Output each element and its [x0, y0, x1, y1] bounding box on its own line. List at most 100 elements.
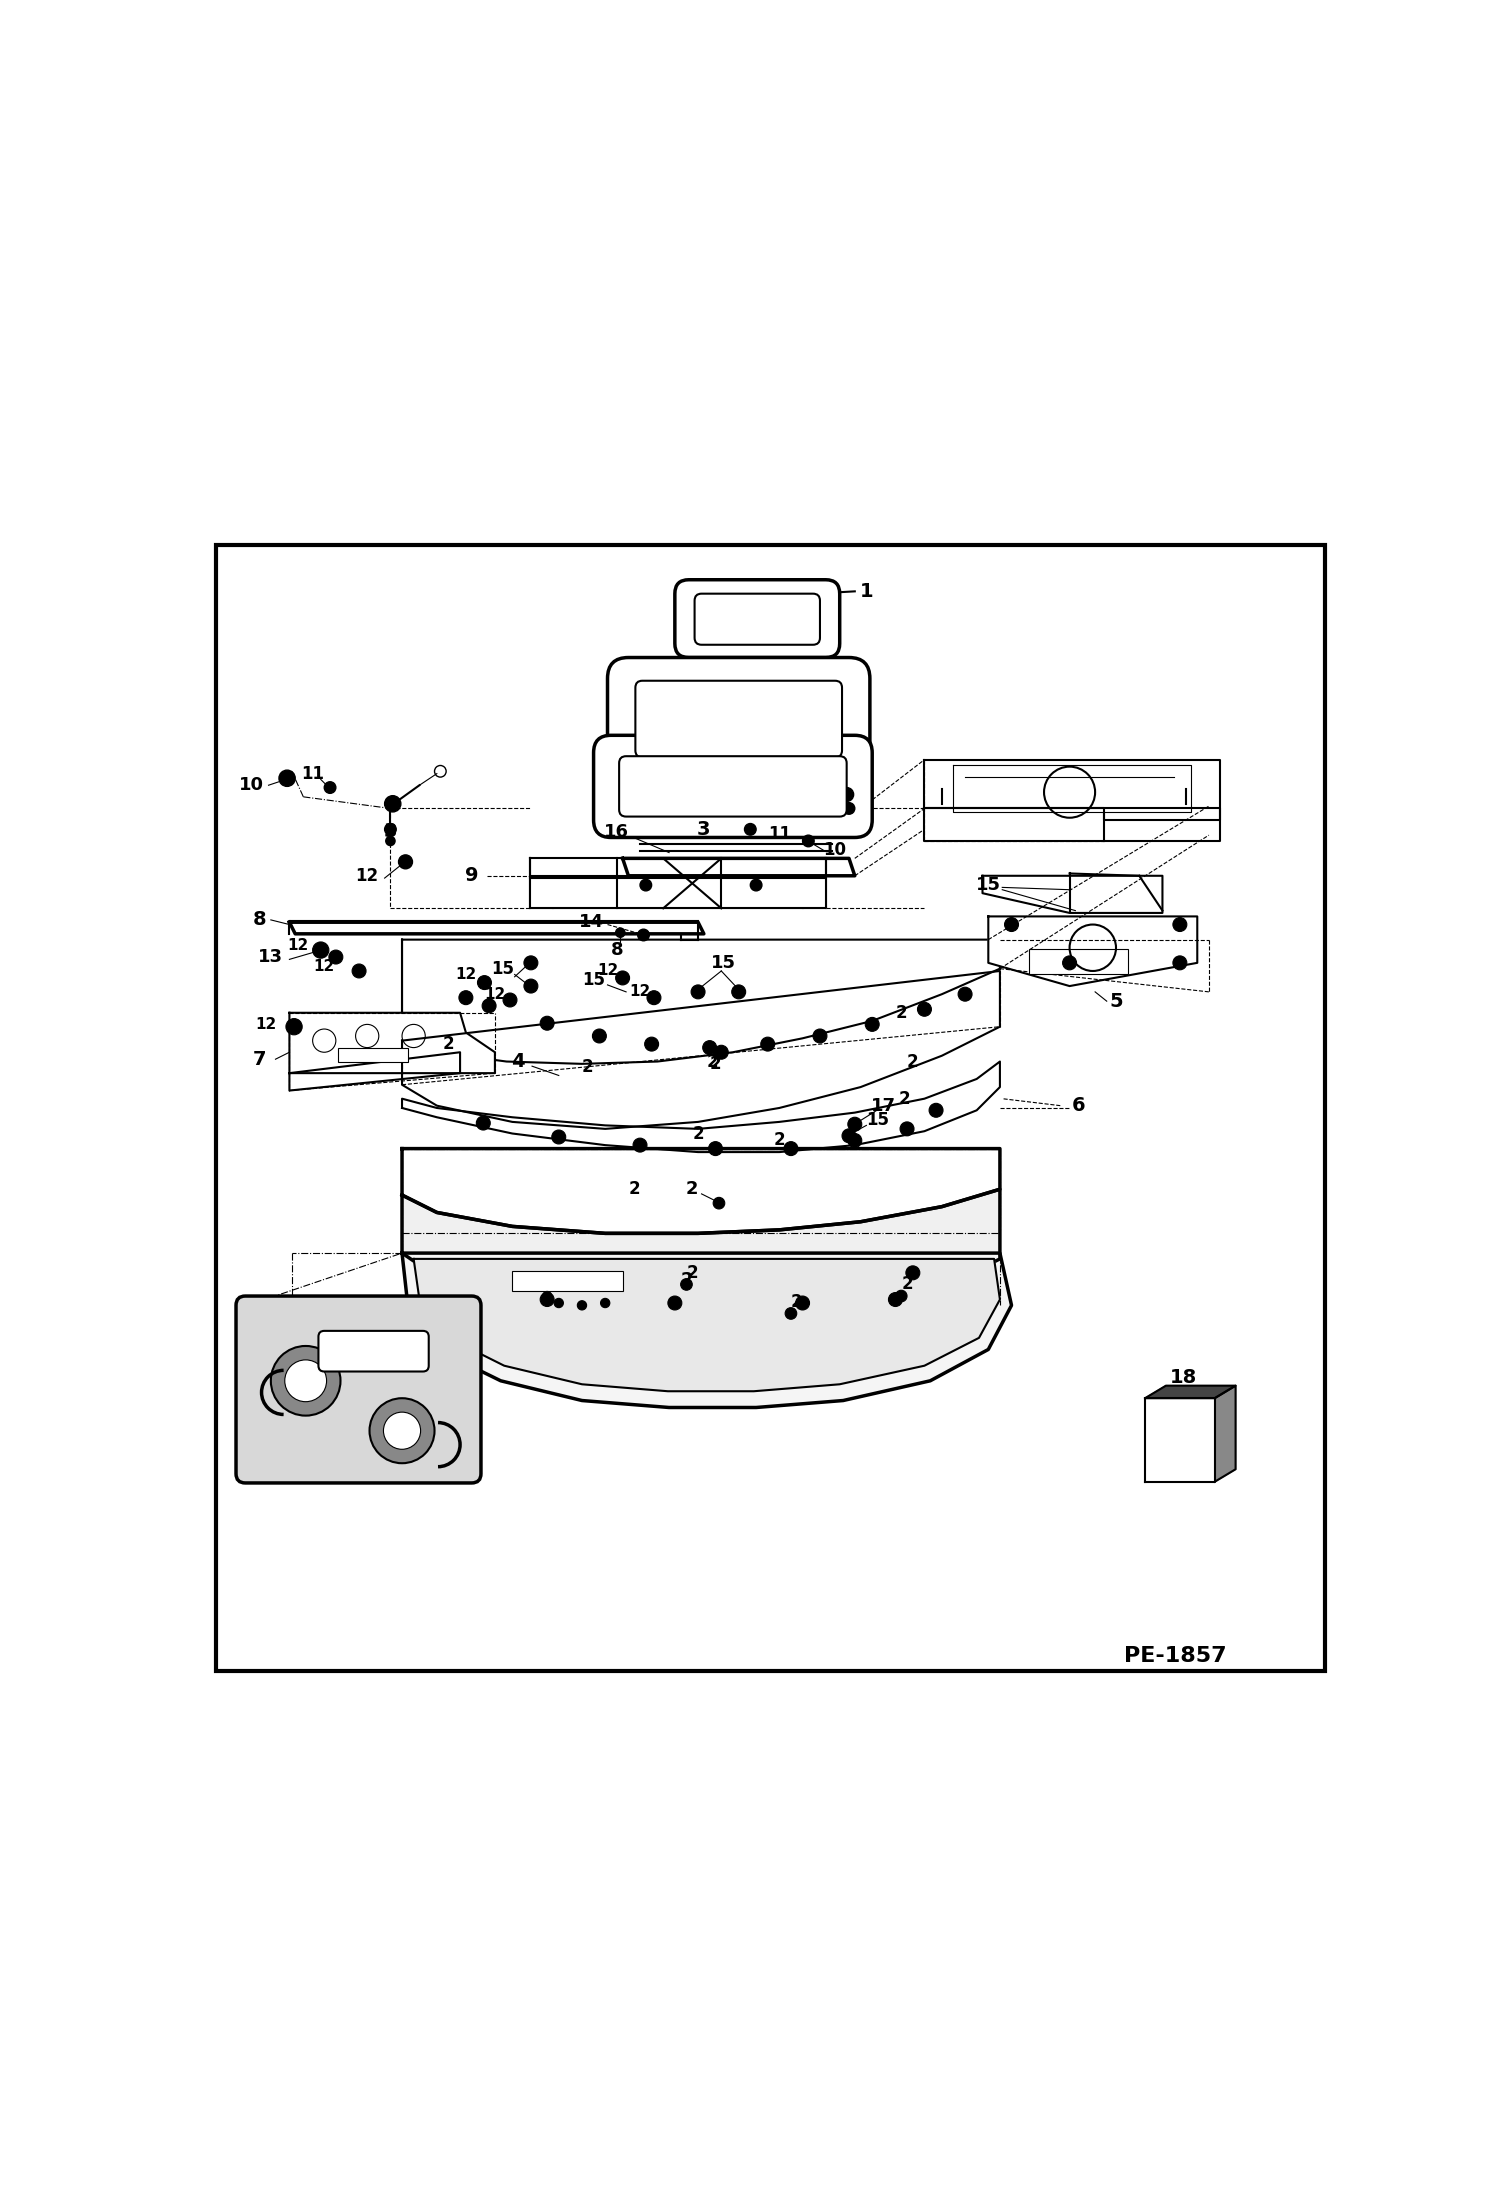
Polygon shape: [924, 759, 1221, 821]
Polygon shape: [989, 917, 1197, 985]
Circle shape: [554, 1299, 563, 1308]
Circle shape: [324, 781, 336, 794]
Polygon shape: [289, 921, 704, 935]
Text: 11: 11: [768, 825, 791, 842]
Polygon shape: [289, 1053, 460, 1090]
Polygon shape: [1215, 1387, 1236, 1481]
Circle shape: [398, 856, 412, 869]
Polygon shape: [401, 1150, 1001, 1233]
Circle shape: [866, 1018, 879, 1031]
Circle shape: [703, 1040, 716, 1055]
Polygon shape: [401, 972, 1001, 1130]
Circle shape: [1005, 917, 1019, 932]
Circle shape: [1062, 957, 1077, 970]
Polygon shape: [1144, 1398, 1215, 1481]
Text: 17: 17: [872, 1097, 896, 1115]
Text: 12: 12: [455, 968, 476, 983]
Text: 2: 2: [581, 1058, 593, 1077]
Text: 11: 11: [301, 766, 324, 783]
FancyBboxPatch shape: [593, 735, 872, 838]
Circle shape: [783, 1141, 798, 1156]
Circle shape: [842, 1130, 855, 1143]
Text: 12: 12: [596, 963, 619, 979]
Circle shape: [476, 1117, 490, 1130]
Text: 15: 15: [491, 959, 514, 979]
Text: 2: 2: [896, 1005, 908, 1022]
FancyBboxPatch shape: [635, 680, 842, 757]
Circle shape: [577, 1301, 587, 1310]
Circle shape: [524, 979, 538, 994]
Circle shape: [352, 963, 366, 979]
Polygon shape: [530, 878, 825, 908]
Circle shape: [813, 1029, 827, 1042]
Circle shape: [330, 950, 343, 963]
Circle shape: [709, 1141, 722, 1156]
Text: 12: 12: [313, 959, 336, 974]
Circle shape: [691, 985, 706, 998]
Text: 15: 15: [712, 954, 736, 972]
Circle shape: [680, 1279, 692, 1290]
Text: 3: 3: [383, 823, 397, 840]
Text: 2: 2: [773, 1132, 785, 1150]
Circle shape: [644, 1038, 659, 1051]
Polygon shape: [401, 1062, 1001, 1152]
Circle shape: [668, 1297, 682, 1310]
Text: 12: 12: [288, 939, 309, 952]
Text: 8: 8: [611, 941, 623, 959]
Bar: [512, 1270, 623, 1292]
Text: 2: 2: [706, 1053, 718, 1071]
Text: 12: 12: [256, 1016, 277, 1031]
Text: 16: 16: [604, 823, 629, 840]
Polygon shape: [983, 875, 1162, 913]
FancyBboxPatch shape: [319, 1332, 428, 1371]
Polygon shape: [623, 858, 855, 875]
Circle shape: [458, 992, 473, 1005]
Circle shape: [386, 836, 395, 845]
Polygon shape: [401, 1189, 1001, 1312]
Text: 15: 15: [866, 1110, 890, 1128]
Circle shape: [482, 998, 496, 1014]
Text: 13: 13: [258, 948, 283, 965]
Circle shape: [917, 1003, 932, 1016]
Bar: [1029, 950, 1128, 974]
Circle shape: [616, 928, 625, 937]
Circle shape: [638, 930, 649, 941]
Circle shape: [647, 992, 661, 1005]
Circle shape: [848, 1117, 861, 1132]
Polygon shape: [289, 1014, 494, 1073]
Text: 2: 2: [442, 1036, 454, 1053]
Circle shape: [616, 972, 629, 985]
Text: 2: 2: [686, 1264, 698, 1281]
Circle shape: [840, 788, 854, 801]
FancyBboxPatch shape: [608, 658, 870, 781]
Circle shape: [750, 880, 762, 891]
Circle shape: [385, 823, 395, 836]
Polygon shape: [924, 807, 1221, 840]
Circle shape: [959, 987, 972, 1000]
Text: 4: 4: [511, 1053, 524, 1071]
Circle shape: [803, 836, 815, 847]
Circle shape: [896, 1290, 906, 1301]
FancyBboxPatch shape: [695, 595, 819, 645]
Bar: [339, 1047, 407, 1062]
Circle shape: [601, 1299, 610, 1308]
Text: 2: 2: [680, 1270, 692, 1288]
Circle shape: [279, 770, 295, 785]
Circle shape: [271, 1345, 340, 1415]
Text: 12: 12: [484, 987, 505, 1003]
Circle shape: [929, 1104, 944, 1117]
Circle shape: [541, 1292, 554, 1305]
Circle shape: [592, 1029, 607, 1042]
Circle shape: [551, 1130, 566, 1143]
Text: 9: 9: [464, 867, 478, 886]
Text: 2: 2: [710, 1055, 722, 1073]
Circle shape: [385, 796, 401, 812]
Circle shape: [713, 1198, 725, 1209]
Polygon shape: [401, 1253, 1011, 1409]
Text: 2: 2: [902, 1275, 912, 1294]
Circle shape: [542, 1292, 551, 1301]
Circle shape: [785, 1308, 797, 1319]
Circle shape: [731, 985, 746, 998]
FancyBboxPatch shape: [619, 757, 846, 816]
Text: 12: 12: [629, 985, 650, 1000]
